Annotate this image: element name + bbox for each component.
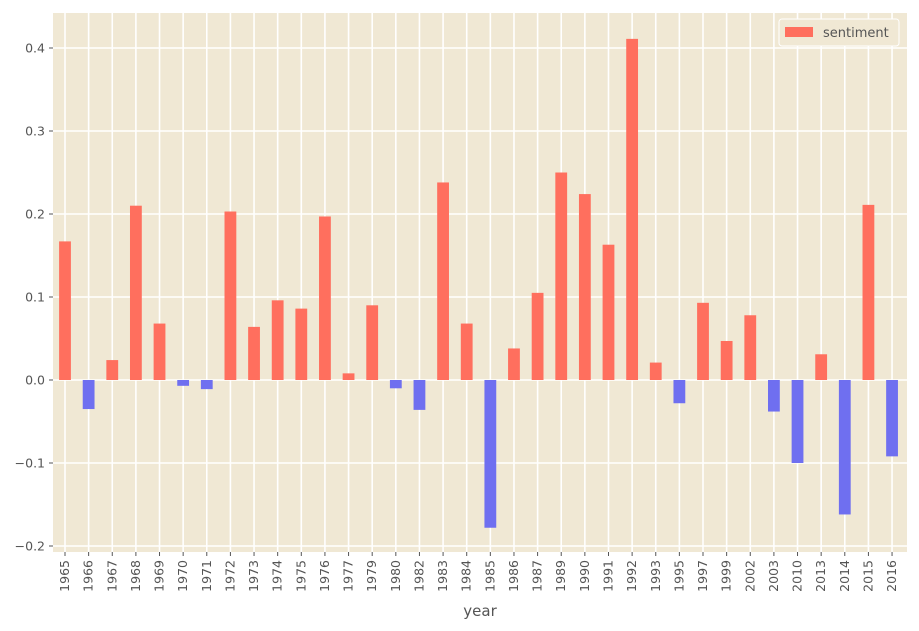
x-tick-label: 1986 bbox=[506, 560, 521, 592]
x-tick-label: 1975 bbox=[293, 560, 308, 592]
legend: sentiment bbox=[778, 18, 900, 47]
x-tick-label: 2013 bbox=[813, 560, 828, 592]
x-tick-label: 1979 bbox=[364, 560, 379, 592]
x-tick-label: 1993 bbox=[648, 560, 663, 592]
bars bbox=[59, 38, 898, 528]
bar-1968 bbox=[129, 205, 142, 380]
bar-1984 bbox=[460, 323, 473, 380]
x-tick-label: 1971 bbox=[199, 560, 214, 592]
bar-1977 bbox=[342, 373, 355, 380]
x-tick-label: 1965 bbox=[57, 560, 72, 592]
bar-2013 bbox=[815, 354, 828, 380]
bar-1972 bbox=[224, 211, 237, 380]
bar-1974 bbox=[271, 300, 284, 380]
bar-1985 bbox=[484, 380, 497, 528]
bar-1990 bbox=[578, 194, 591, 380]
bar-1966 bbox=[82, 380, 95, 410]
bar-1971 bbox=[200, 380, 213, 390]
bar-1970 bbox=[177, 380, 190, 386]
x-tick-label: 1972 bbox=[222, 560, 237, 592]
bar-1997 bbox=[697, 302, 709, 380]
y-tick-label: 0.0 bbox=[25, 373, 45, 388]
x-tick-label: 1969 bbox=[152, 560, 167, 592]
legend-swatch bbox=[785, 27, 813, 37]
bar-1995 bbox=[673, 380, 686, 404]
x-tick-label: 1991 bbox=[600, 560, 615, 592]
x-tick-label: 1983 bbox=[435, 560, 450, 592]
bar-1965 bbox=[59, 241, 71, 380]
y-tick-label: −0.2 bbox=[15, 539, 45, 554]
x-tick-label: 1990 bbox=[577, 560, 592, 592]
bar-1993 bbox=[649, 362, 662, 380]
x-axis: 1965 1966 1967 1968 1969 1970 1971 1972 1973 1974… bbox=[57, 552, 899, 592]
bar-1975 bbox=[295, 308, 308, 380]
bar-1973 bbox=[248, 326, 260, 380]
bar-1979 bbox=[366, 305, 379, 380]
y-axis: −0.2 −0.1 0.0 0.1 0.2 0.3 0.4 bbox=[15, 41, 53, 554]
y-tick-label: −0.1 bbox=[15, 456, 45, 471]
bar-1992 bbox=[626, 38, 639, 381]
x-tick-label: 1970 bbox=[175, 560, 190, 592]
x-tick-label: 2003 bbox=[766, 560, 781, 592]
x-tick-label: 1976 bbox=[317, 560, 332, 592]
bar-1982 bbox=[413, 380, 426, 410]
bar-1980 bbox=[389, 380, 402, 389]
x-tick-label: 1974 bbox=[270, 560, 285, 592]
y-tick-label: 0.4 bbox=[25, 41, 45, 56]
x-tick-label: 2010 bbox=[790, 560, 805, 592]
legend-label: sentiment bbox=[823, 26, 889, 41]
x-tick-label: 1984 bbox=[459, 560, 474, 592]
x-tick-label: 1989 bbox=[553, 560, 568, 592]
x-tick-label: 1982 bbox=[411, 560, 426, 592]
bar-1967 bbox=[106, 360, 119, 380]
x-tick-label: 1966 bbox=[81, 560, 96, 592]
bar-1989 bbox=[555, 172, 568, 380]
x-tick-label: 2015 bbox=[860, 560, 875, 592]
y-tick-label: 0.2 bbox=[25, 207, 45, 222]
y-tick-label: 0.3 bbox=[25, 124, 45, 139]
x-tick-label: 2002 bbox=[742, 560, 757, 592]
x-tick-label: 1987 bbox=[530, 560, 545, 592]
plot-background bbox=[53, 13, 907, 552]
bar-2014 bbox=[838, 380, 851, 515]
x-tick-label: 1967 bbox=[104, 560, 119, 592]
x-tick-label: 1980 bbox=[388, 560, 403, 592]
bar-1991 bbox=[602, 244, 615, 380]
x-tick-label: 1985 bbox=[482, 560, 497, 592]
bar-2016 bbox=[886, 380, 898, 457]
bar-2002 bbox=[744, 315, 757, 380]
bar-2015 bbox=[862, 204, 875, 380]
x-tick-label: 1997 bbox=[695, 560, 710, 592]
bar-1976 bbox=[319, 216, 331, 380]
bar-2003 bbox=[768, 380, 780, 412]
x-axis-label: year bbox=[463, 602, 497, 620]
bar-1969 bbox=[153, 323, 166, 380]
bar-1986 bbox=[508, 348, 520, 380]
x-tick-label: 1992 bbox=[624, 560, 639, 592]
x-tick-label: 1995 bbox=[671, 560, 686, 592]
x-tick-label: 1999 bbox=[719, 560, 734, 592]
x-tick-label: 2014 bbox=[837, 560, 852, 592]
x-tick-label: 1968 bbox=[128, 560, 143, 592]
legend-box bbox=[778, 18, 900, 47]
x-tick-label: 2016 bbox=[884, 560, 899, 592]
bar-1983 bbox=[437, 182, 449, 380]
bar-1987 bbox=[531, 292, 544, 380]
bar-2010 bbox=[791, 380, 804, 463]
x-tick-label: 1973 bbox=[246, 560, 261, 592]
x-tick-label: 1977 bbox=[341, 560, 356, 592]
y-tick-label: 0.1 bbox=[25, 290, 45, 305]
bar-1999 bbox=[720, 340, 733, 380]
